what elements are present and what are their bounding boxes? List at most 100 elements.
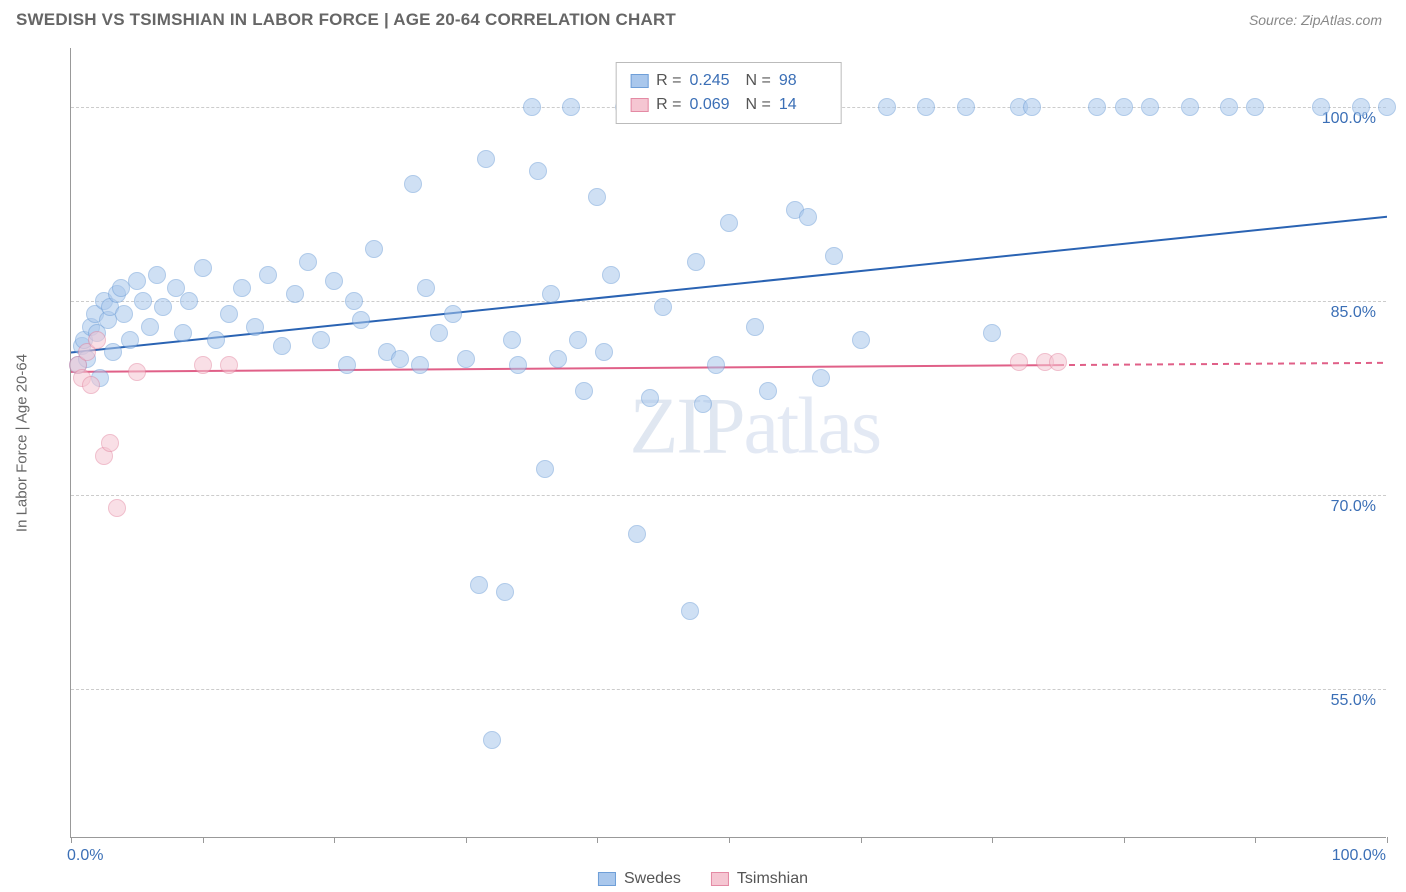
y-tick-label: 100.0% (1322, 110, 1376, 128)
scatter-point (338, 356, 356, 374)
scatter-point (628, 525, 646, 543)
n-label: N = (746, 69, 771, 93)
scatter-point (483, 731, 501, 749)
scatter-point (154, 298, 172, 316)
scatter-point (825, 247, 843, 265)
scatter-point (1010, 353, 1028, 371)
scatter-point (82, 376, 100, 394)
r-label: R = (656, 93, 681, 117)
r-value: 0.245 (690, 69, 738, 93)
x-tick (1255, 837, 1256, 843)
scatter-point (345, 292, 363, 310)
scatter-point (799, 208, 817, 226)
y-tick-label: 85.0% (1331, 304, 1376, 322)
scatter-point (404, 175, 422, 193)
stats-legend-row: R = 0.069 N = 14 (630, 93, 827, 117)
scatter-point (542, 285, 560, 303)
scatter-point (509, 356, 527, 374)
legend-swatch (711, 872, 729, 886)
scatter-point (273, 337, 291, 355)
scatter-point (746, 318, 764, 336)
scatter-point (503, 331, 521, 349)
scatter-point (430, 324, 448, 342)
scatter-point (312, 331, 330, 349)
scatter-point (569, 331, 587, 349)
scatter-point (1352, 98, 1370, 116)
x-tick (1387, 837, 1388, 843)
scatter-point (1378, 98, 1396, 116)
scatter-point (352, 311, 370, 329)
legend-swatch (630, 98, 648, 112)
scatter-point (286, 285, 304, 303)
stats-legend: R = 0.245 N = 98 R = 0.069 N = 14 (615, 62, 842, 124)
x-tick (334, 837, 335, 843)
scatter-point (1312, 98, 1330, 116)
scatter-point (299, 253, 317, 271)
scatter-point (259, 266, 277, 284)
trend-svg (71, 48, 1387, 838)
grid-line (71, 495, 1386, 496)
y-axis-label: In Labor Force | Age 20-64 (14, 354, 31, 532)
scatter-point (108, 499, 126, 517)
scatter-point (917, 98, 935, 116)
scatter-point (852, 331, 870, 349)
scatter-point (194, 259, 212, 277)
chart-header: SWEDISH VS TSIMSHIAN IN LABOR FORCE | AG… (0, 0, 1406, 36)
chart-source: Source: ZipAtlas.com (1249, 12, 1382, 28)
scatter-point (1049, 353, 1067, 371)
legend-swatch (598, 872, 616, 886)
scatter-point (457, 350, 475, 368)
n-value: 98 (779, 69, 827, 93)
scatter-point (174, 324, 192, 342)
scatter-point (325, 272, 343, 290)
scatter-point (88, 331, 106, 349)
scatter-point (128, 272, 146, 290)
bottom-legend: Swedes Tsimshian (598, 870, 808, 888)
scatter-point (707, 356, 725, 374)
y-tick-label: 70.0% (1331, 498, 1376, 516)
scatter-point (654, 298, 672, 316)
scatter-point (1181, 98, 1199, 116)
y-tick-label: 55.0% (1331, 692, 1376, 710)
scatter-point (104, 343, 122, 361)
plot-area: ZIPatlas 55.0%70.0%85.0%100.0%0.0%100.0%… (70, 48, 1386, 838)
scatter-point (470, 576, 488, 594)
x-tick (71, 837, 72, 843)
scatter-point (128, 363, 146, 381)
r-label: R = (656, 69, 681, 93)
chart-title: SWEDISH VS TSIMSHIAN IN LABOR FORCE | AG… (16, 10, 676, 30)
scatter-point (759, 382, 777, 400)
series-legend-item: Tsimshian (711, 870, 808, 888)
scatter-point (141, 318, 159, 336)
x-tick (729, 837, 730, 843)
scatter-point (101, 434, 119, 452)
series-name: Swedes (624, 870, 681, 888)
scatter-point (595, 343, 613, 361)
chart-container: In Labor Force | Age 20-64 ZIPatlas 55.0… (46, 48, 1386, 838)
n-label: N = (746, 93, 771, 117)
scatter-point (477, 150, 495, 168)
scatter-point (194, 356, 212, 374)
watermark: ZIPatlas (629, 381, 880, 472)
legend-swatch (630, 74, 648, 88)
scatter-point (957, 98, 975, 116)
n-value: 14 (779, 93, 827, 117)
x-tick (992, 837, 993, 843)
scatter-point (681, 602, 699, 620)
stats-legend-row: R = 0.245 N = 98 (630, 69, 827, 93)
scatter-point (602, 266, 620, 284)
scatter-point (444, 305, 462, 323)
scatter-point (220, 356, 238, 374)
x-tick (203, 837, 204, 843)
x-label-right: 100.0% (1332, 847, 1386, 865)
scatter-point (220, 305, 238, 323)
scatter-point (134, 292, 152, 310)
scatter-point (411, 356, 429, 374)
scatter-point (1246, 98, 1264, 116)
x-label-left: 0.0% (67, 847, 103, 865)
scatter-point (575, 382, 593, 400)
r-value: 0.069 (690, 93, 738, 117)
scatter-point (246, 318, 264, 336)
grid-line (71, 301, 1386, 302)
scatter-point (1141, 98, 1159, 116)
